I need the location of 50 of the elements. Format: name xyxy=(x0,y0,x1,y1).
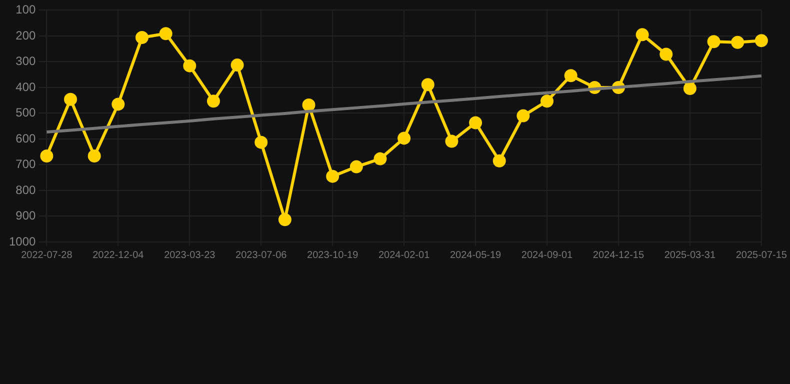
point xyxy=(564,69,578,82)
y-tick-label: 700 xyxy=(16,157,36,172)
x-tick-label: 2023-03-23 xyxy=(164,250,216,261)
x-tick-label: 2022-12-04 xyxy=(92,250,144,261)
point xyxy=(302,98,316,112)
point xyxy=(159,27,172,40)
point xyxy=(254,136,268,149)
x-tick-label: 2023-07-06 xyxy=(236,250,288,261)
point xyxy=(707,35,720,48)
x-tick-label: 2025-07-15 xyxy=(736,250,788,261)
y-tick-label: 300 xyxy=(16,54,36,68)
point xyxy=(64,92,78,106)
x-tick-label: 2024-02-01 xyxy=(378,250,430,261)
point xyxy=(326,170,340,183)
y-tick-label: 500 xyxy=(16,106,36,120)
point xyxy=(135,31,148,44)
y-tick-label: 100 xyxy=(16,2,36,17)
y-tick-label: 800 xyxy=(16,182,36,197)
point xyxy=(278,213,292,226)
point xyxy=(40,149,54,162)
point xyxy=(469,116,482,130)
y-tick-label: 400 xyxy=(16,80,36,94)
point xyxy=(683,82,696,95)
point xyxy=(754,34,768,48)
point xyxy=(112,98,125,111)
y-tick-label: 200 xyxy=(16,28,36,42)
point xyxy=(492,154,506,168)
x-tick-label: 2024-09-01 xyxy=(521,250,574,261)
point xyxy=(350,160,363,174)
point xyxy=(183,59,196,72)
point xyxy=(445,134,458,148)
x-tick-label: 2023-10-19 xyxy=(307,250,359,261)
point xyxy=(421,78,434,92)
x-tick-label: 2022-07-28 xyxy=(21,250,73,261)
x-tick-label: 2025-03-31 xyxy=(664,250,716,261)
x-tick-label: 2024-12-15 xyxy=(592,250,644,261)
point xyxy=(230,58,244,72)
point xyxy=(731,36,744,49)
point xyxy=(636,28,649,42)
y-tick-label: 1000 xyxy=(8,234,36,248)
point xyxy=(516,109,530,122)
y-tick-label: 600 xyxy=(16,131,36,146)
point xyxy=(660,48,673,61)
point xyxy=(88,149,101,162)
y-tick-label: 900 xyxy=(16,208,36,223)
x-tick-label: 2024-05-19 xyxy=(450,250,502,261)
point xyxy=(374,152,387,166)
point xyxy=(206,94,220,108)
point xyxy=(398,132,411,145)
point xyxy=(540,94,554,108)
